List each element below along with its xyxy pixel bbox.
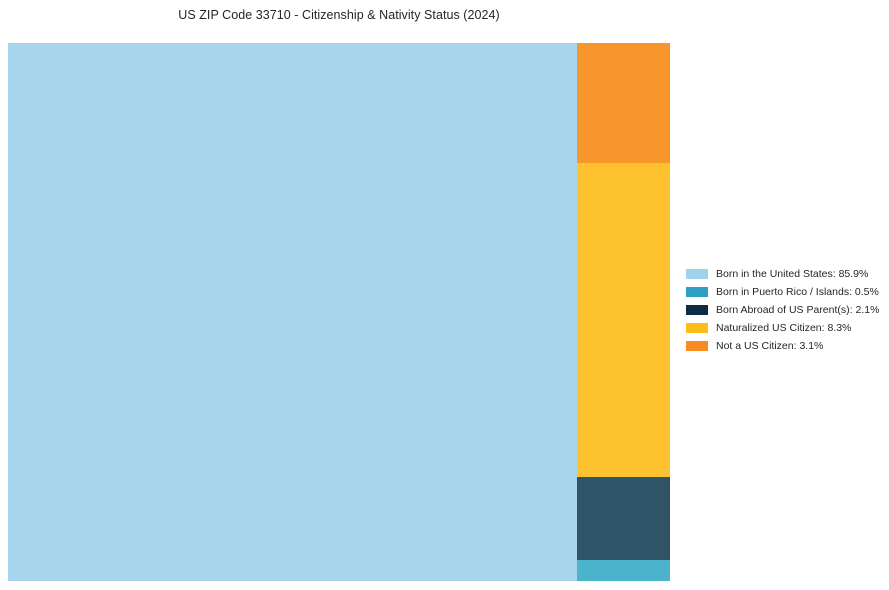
legend-item-label: Born Abroad of US Parent(s): 2.1% [716,304,880,316]
treemap-column-primary [8,43,577,581]
legend-item-naturalized-us-citizen[interactable]: Naturalized US Citizen: 8.3% [686,319,882,337]
legend-item-label: Naturalized US Citizen: 8.3% [716,322,852,334]
legend-item-born-in-puerto-rico-islands[interactable]: Born in Puerto Rico / Islands: 0.5% [686,283,882,301]
legend-item-not-a-us-citizen[interactable]: Not a US Citizen: 3.1% [686,337,882,355]
legend-item-label: Not a US Citizen: 3.1% [716,340,824,352]
treemap-cell-born-in-puerto-rico-islands[interactable] [576,560,670,581]
chart-legend: Born in the United States: 85.9% Born in… [686,265,882,355]
legend-swatch-icon [686,287,708,297]
treemap-cell-naturalized-us-citizen[interactable] [576,162,670,478]
legend-item-label: Born in Puerto Rico / Islands: 0.5% [716,286,879,298]
legend-swatch-icon [686,305,708,315]
legend-swatch-icon [686,323,708,333]
treemap-cell-born-abroad-of-us-parents[interactable] [576,477,670,560]
treemap-cell-not-a-us-citizen[interactable] [576,43,670,163]
legend-swatch-icon [686,341,708,351]
treemap-cell-born-in-the-united-states[interactable] [8,43,577,581]
chart-title: US ZIP Code 33710 - Citizenship & Nativi… [178,8,500,22]
treemap-plot-area [8,43,670,581]
treemap-column-secondary [576,43,670,581]
legend-item-born-abroad-of-us-parents[interactable]: Born Abroad of US Parent(s): 2.1% [686,301,882,319]
legend-swatch-icon [686,269,708,279]
legend-item-born-in-the-united-states[interactable]: Born in the United States: 85.9% [686,265,882,283]
legend-item-label: Born in the United States: 85.9% [716,268,869,280]
